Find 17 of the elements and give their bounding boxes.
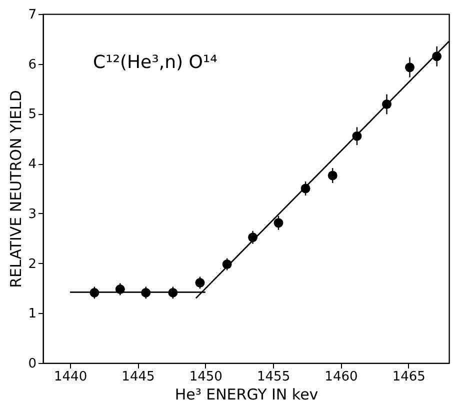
x-axis-title: He³ ENERGY IN kev [174,386,318,404]
x-tick-label: 1455 [257,370,290,384]
x-tick-label: 1450 [189,370,222,384]
y-tick-label: 5 [28,107,36,122]
y-tick-label: 0 [28,356,36,372]
y-tick-label: 1 [28,306,36,322]
x-tick-label: 1445 [122,370,155,384]
y-axis-title: RELATIVE NEUTRON YIELD [7,90,26,288]
y-tick-label: 4 [28,157,36,172]
x-tick-label: 1460 [324,370,358,384]
y-tick-label: 6 [28,57,36,72]
x-tick-label: 1440 [54,370,88,384]
y-tick-label: 2 [28,256,36,272]
x-tick-label: 1465 [392,370,426,384]
y-tick-label: 7 [28,8,36,22]
annotation: C¹²(He³,n) O¹⁴ [93,52,218,73]
y-tick-label: 3 [28,206,36,222]
